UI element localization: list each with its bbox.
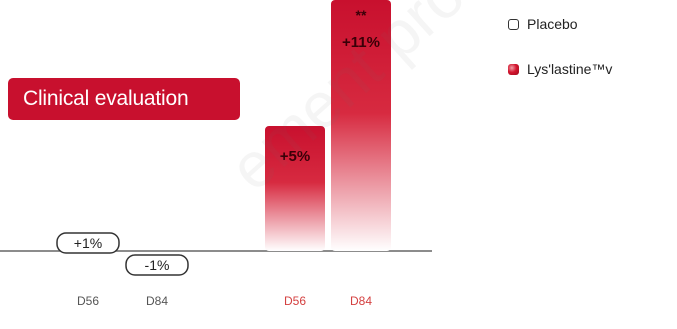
chart-marks: +1% D56 -1% D84 +5% D56 +11% ** D84 — [56, 0, 391, 308]
bar-placebo-d84 — [125, 254, 189, 276]
x-tick-placebo-d56: D56 — [77, 294, 99, 308]
clinical-evaluation-badge: Clinical evaluation — [8, 78, 240, 120]
bar-lys-lastine-v-d84 — [331, 0, 391, 251]
bar-placebo-d56 — [56, 232, 120, 254]
x-tick-lys-lastine-v-d56: D56 — [284, 294, 306, 308]
legend-swatch-lyslastine — [508, 63, 519, 75]
legend-label-placebo: Placebo — [527, 16, 578, 32]
chart-legend: Placebo Lys'lastine™v — [508, 14, 612, 79]
significance-lys-lastine-v-d84: ** — [356, 7, 367, 23]
data-label-placebo-d84: -1% — [145, 257, 170, 273]
x-tick-placebo-d84: D84 — [146, 294, 168, 308]
bar-lys-lastine-v-d56 — [265, 126, 325, 251]
legend-item-placebo: Placebo — [508, 14, 612, 34]
data-label-lys-lastine-v-d56: +5% — [280, 148, 310, 165]
data-label-placebo-d56: +1% — [74, 235, 102, 251]
legend-item-lyslastine: Lys'lastine™v — [508, 59, 612, 79]
legend-label-lyslastine: Lys'lastine™v — [527, 61, 613, 77]
legend-swatch-placebo — [508, 18, 519, 30]
x-tick-lys-lastine-v-d84: D84 — [350, 294, 372, 308]
data-label-lys-lastine-v-d84: +11% — [342, 34, 380, 51]
